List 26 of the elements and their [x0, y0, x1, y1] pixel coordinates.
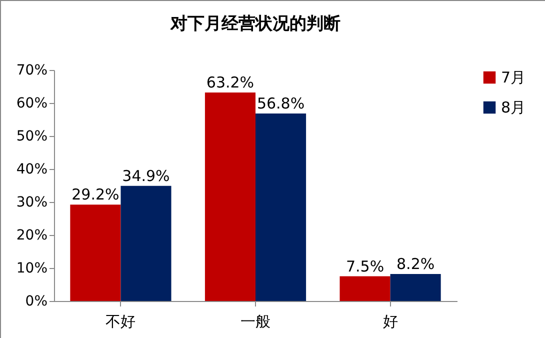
bar	[204, 92, 256, 301]
bar	[340, 276, 390, 301]
y-tick-label: 50%	[16, 128, 48, 144]
bar	[390, 274, 441, 301]
x-tick-label: 不好	[106, 312, 136, 330]
data-label: 29.2%	[72, 186, 120, 204]
y-tick-label: 0%	[25, 294, 48, 310]
y-tick-label: 70%	[16, 62, 48, 78]
bar	[256, 114, 306, 301]
x-tick-label: 一般	[240, 312, 270, 330]
legend-label: 8月	[501, 98, 526, 116]
data-label: 34.9%	[122, 166, 170, 185]
y-tick-label: 40%	[16, 162, 48, 178]
bar	[120, 186, 172, 301]
x-tick-label: 好	[382, 312, 398, 330]
y-tick-label: 10%	[16, 260, 48, 276]
data-label: 7.5%	[346, 257, 384, 276]
y-tick-label: 30%	[16, 194, 48, 210]
data-label: 8.2%	[396, 254, 435, 273]
y-tick-label: 60%	[16, 96, 48, 112]
data-label: 56.8%	[256, 94, 305, 113]
y-tick-label: 20%	[16, 228, 48, 244]
legend-label: 7月	[501, 68, 526, 86]
bar	[70, 204, 121, 301]
chart-title: 对下月经营状况的判断	[170, 14, 340, 34]
data-label: 63.2%	[206, 73, 254, 92]
